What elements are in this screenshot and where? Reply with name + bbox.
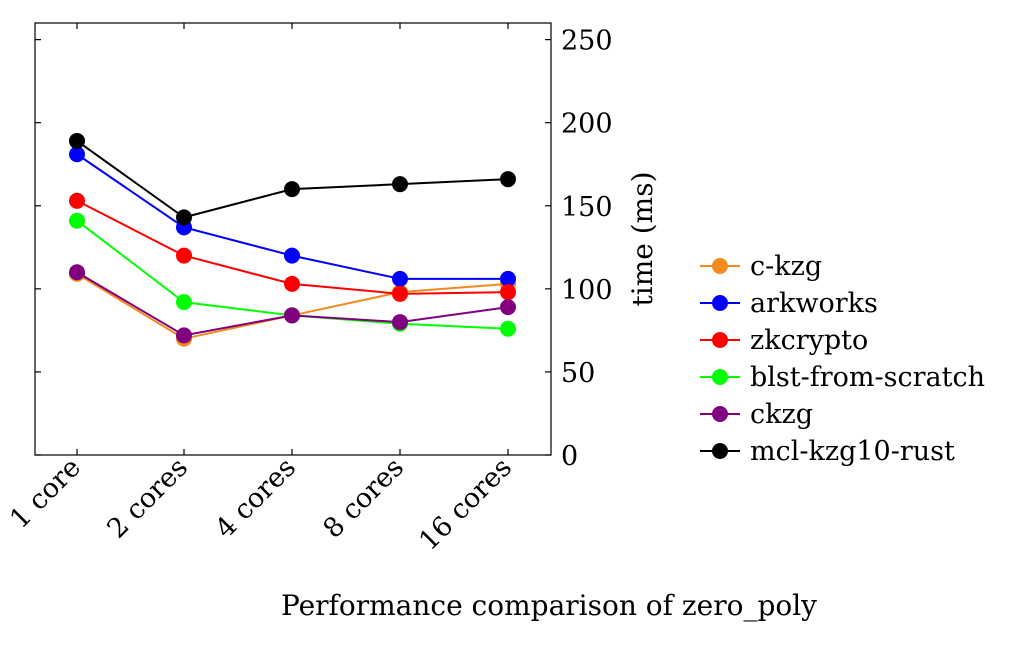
legend-item: mcl-kzg10-rust bbox=[700, 436, 955, 467]
data-point bbox=[500, 284, 516, 301]
series-mcl-kzg10-rust bbox=[69, 132, 516, 226]
legend-marker bbox=[712, 332, 728, 348]
y-tick-label: 100 bbox=[561, 275, 613, 306]
x-tick-label: 1 core bbox=[4, 452, 87, 535]
data-point bbox=[69, 264, 85, 281]
y-tick-label: 250 bbox=[561, 26, 613, 57]
plot-frame bbox=[34, 22, 552, 456]
data-point bbox=[392, 314, 408, 331]
data-point bbox=[69, 132, 85, 149]
data-point bbox=[176, 247, 192, 264]
data-point bbox=[284, 307, 300, 324]
legend-label: ckzg bbox=[750, 399, 813, 430]
series-line bbox=[76, 140, 509, 219]
legend-label: arkworks bbox=[750, 288, 878, 319]
legend-marker bbox=[712, 295, 728, 311]
x-tick-label: 8 cores bbox=[317, 452, 410, 545]
x-tick-label: 2 cores bbox=[101, 452, 194, 545]
data-point bbox=[69, 146, 85, 163]
legend-marker bbox=[712, 406, 728, 422]
data-point bbox=[69, 212, 85, 229]
legend-marker bbox=[712, 443, 728, 459]
legend-label: zkcrypto bbox=[750, 325, 868, 356]
chart-title: Performance comparison of zero_poly bbox=[281, 589, 817, 622]
data-point bbox=[176, 327, 192, 344]
legend: c-kzg arkworks zkcrypto blst-from-scratch ck… bbox=[700, 251, 985, 467]
data-point bbox=[392, 285, 408, 302]
legend-marker bbox=[712, 258, 728, 274]
data-point bbox=[500, 171, 516, 188]
y-tick-label: 200 bbox=[561, 109, 613, 140]
series-zkcrypto bbox=[69, 192, 516, 302]
legend-item: ckzg bbox=[700, 399, 813, 430]
data-point bbox=[392, 176, 408, 193]
x-tick-label: 16 cores bbox=[413, 452, 518, 557]
data-point bbox=[176, 294, 192, 311]
y-tick-label: 0 bbox=[561, 441, 578, 472]
legend-item: zkcrypto bbox=[700, 325, 868, 356]
data-point bbox=[284, 247, 300, 264]
legend-item: arkworks bbox=[700, 288, 878, 319]
y-axis-title: time (ms) bbox=[626, 172, 659, 307]
y-tick-label: 150 bbox=[561, 192, 613, 223]
legend-marker bbox=[712, 369, 728, 385]
legend-label: c-kzg bbox=[750, 251, 822, 282]
data-point bbox=[500, 299, 516, 316]
data-point bbox=[500, 320, 516, 337]
series-group bbox=[69, 132, 516, 347]
y-axis: 0 50 100 150 200 250 bbox=[35, 26, 613, 472]
y-tick-label: 50 bbox=[561, 358, 595, 389]
legend-item: c-kzg bbox=[700, 251, 822, 282]
data-point bbox=[69, 192, 85, 209]
data-point bbox=[284, 181, 300, 198]
legend-label: blst-from-scratch bbox=[750, 362, 985, 393]
series-ckzg bbox=[69, 264, 516, 344]
data-point bbox=[500, 270, 516, 287]
x-tick-label: 4 cores bbox=[209, 452, 302, 545]
legend-item: blst-from-scratch bbox=[700, 362, 985, 393]
data-point bbox=[284, 275, 300, 292]
data-point bbox=[176, 209, 192, 226]
data-point bbox=[392, 270, 408, 287]
legend-label: mcl-kzg10-rust bbox=[750, 436, 955, 467]
